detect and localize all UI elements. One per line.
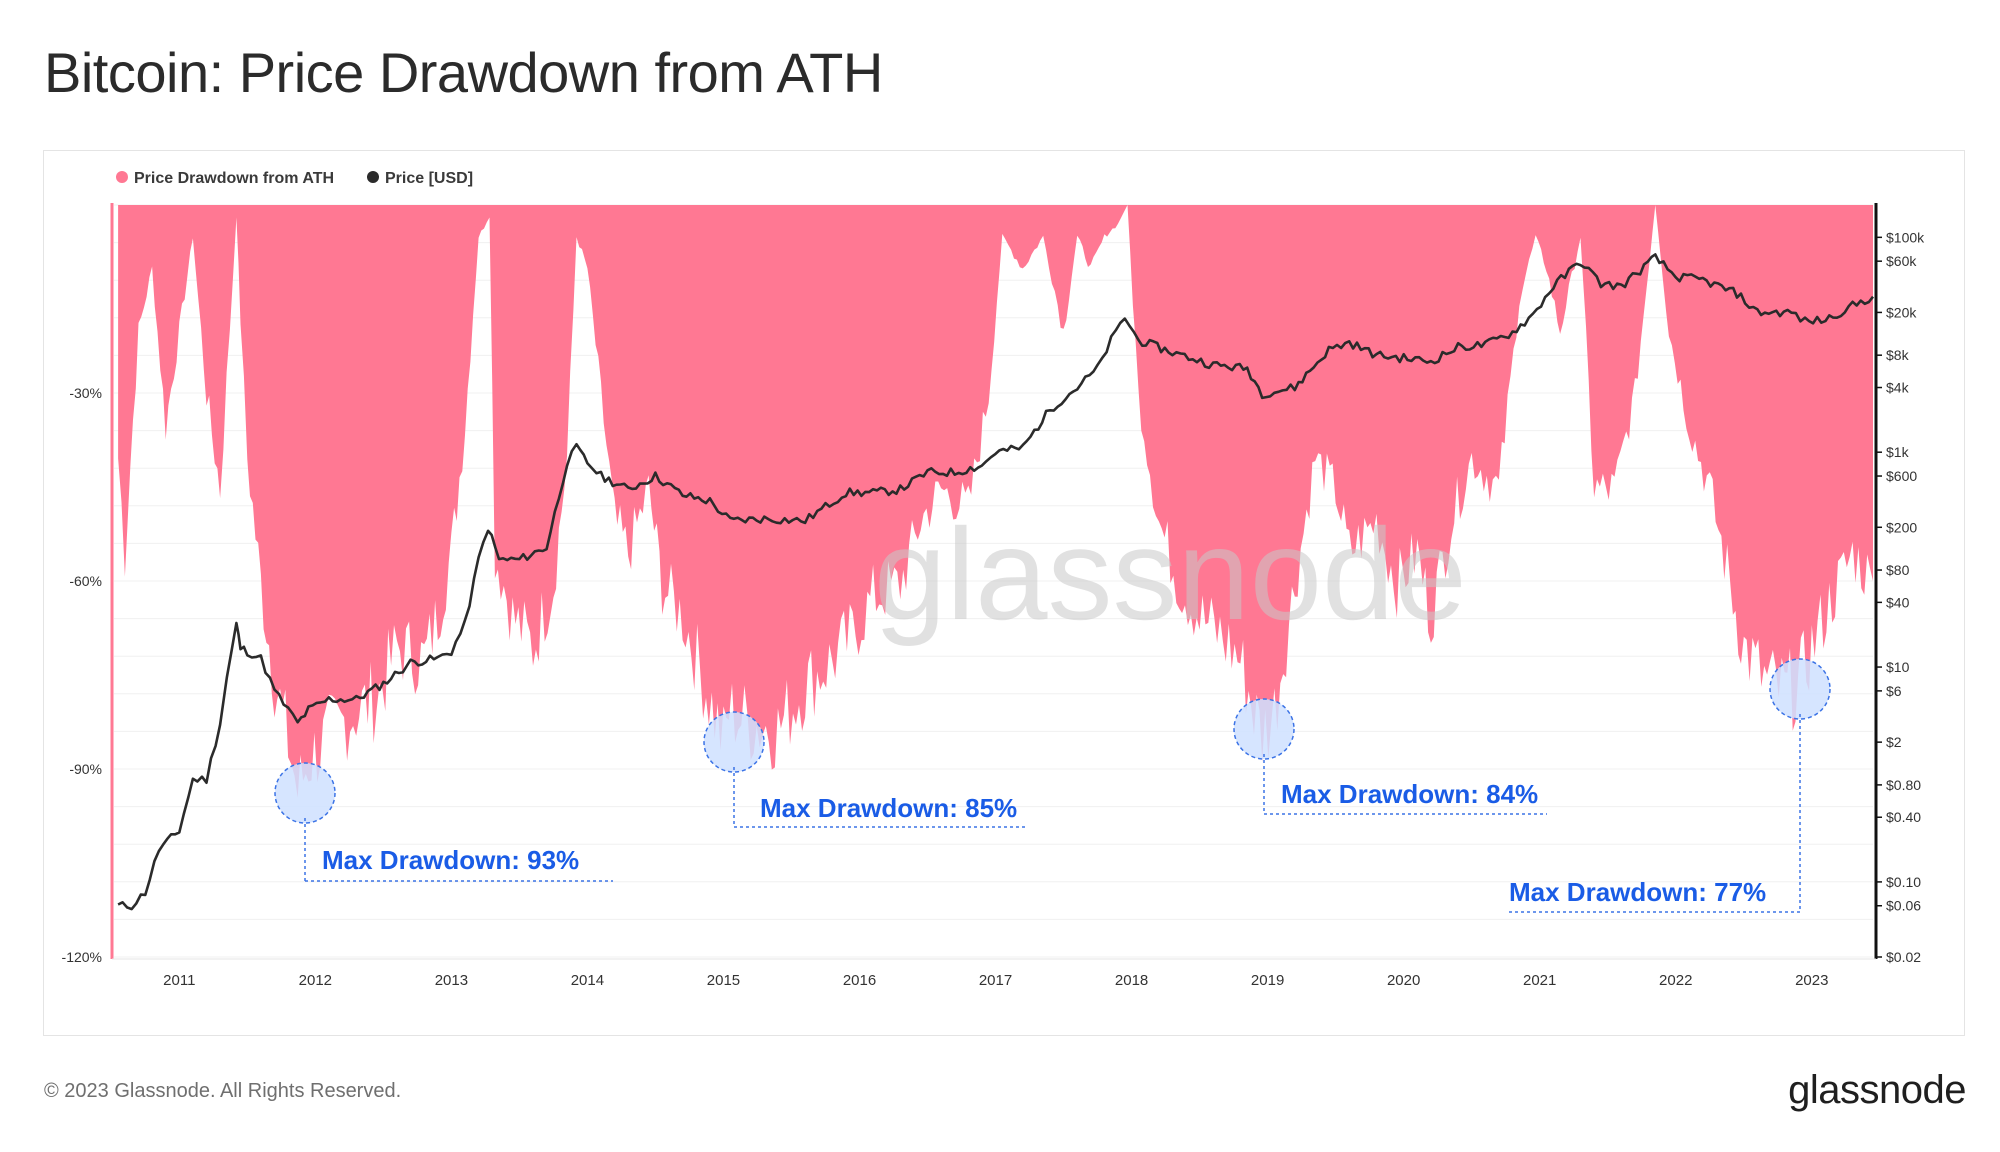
y-right-tick-label: $4k [1886,380,1910,396]
y-right-tick-label: $0.10 [1886,874,1921,890]
y-right-tick-label: $40 [1886,594,1910,610]
y-right-tick-label: $0.40 [1886,809,1921,825]
footer-brand-logo: glassnode [1788,1068,1966,1112]
annotation-label: Max Drawdown: 77% [1509,877,1766,907]
annotation-label: Max Drawdown: 85% [760,793,1017,823]
annotation-circle [1769,658,1831,720]
x-tick-label: 2016 [843,972,876,989]
annotation-label: Max Drawdown: 84% [1281,779,1538,809]
y-left-tick-label: -90% [69,761,102,777]
chart-frame: glassnode Price Drawdown from ATH Price [U… [43,150,1965,1036]
x-tick-label: 2019 [1251,972,1284,989]
legend-marker-drawdown [116,171,128,183]
x-tick-label: 2017 [979,972,1012,989]
x-tick-label: 2020 [1387,972,1420,989]
watermark-text: glassnode [874,501,1467,647]
legend-label-price: Price [USD] [385,170,473,187]
y-right-tick-label: $100k [1886,229,1925,245]
annotation-circle [274,762,336,824]
x-tick-label: 2023 [1795,972,1828,989]
x-tick-label: 2015 [707,972,740,989]
price-line [117,253,1875,911]
y-right-tick-label: $80 [1886,562,1910,578]
y-right-tick-label: $20k [1886,304,1917,320]
y-left-tick-label: -120% [62,949,102,965]
footer-copyright: © 2023 Glassnode. All Rights Reserved. [44,1080,402,1102]
y-right-tick-label: $0.06 [1886,898,1921,914]
x-tick-label: 2014 [571,972,604,989]
x-tick-label: 2012 [299,972,332,989]
y-right-tick-label: $200 [1886,519,1917,535]
drawdown-area [118,205,1874,798]
drawdown-chart: glassnode Price Drawdown from ATH Price [U… [62,170,1926,989]
y-right-tick-label: $0.02 [1886,949,1921,965]
y-right-tick-label: $1k [1886,444,1910,460]
x-tick-label: 2021 [1523,972,1556,989]
legend-label-drawdown: Price Drawdown from ATH [134,170,334,187]
y-left-tick-label: -60% [69,573,102,589]
x-tick-label: 2011 [163,972,195,989]
x-tick-label: 2022 [1659,972,1692,989]
x-tick-label: 2018 [1115,972,1148,989]
y-right-tick-label: $60k [1886,253,1917,269]
annotation-circle [703,711,765,773]
y-right-tick-label: $600 [1886,468,1917,484]
y-right-tick-label: $10 [1886,659,1910,675]
annotation-label: Max Drawdown: 93% [322,845,579,875]
y-right-tick-label: $6 [1886,683,1902,699]
legend-marker-price [367,171,379,183]
x-tick-label: 2013 [435,972,468,989]
y-left-tick-label: -30% [69,385,102,401]
y-right-tick-label: $2 [1886,734,1902,750]
y-right-tick-label: $8k [1886,347,1910,363]
page-title: Bitcoin: Price Drawdown from ATH [44,41,883,104]
annotation-circle [1233,698,1295,760]
y-right-tick-label: $0.80 [1886,777,1921,793]
